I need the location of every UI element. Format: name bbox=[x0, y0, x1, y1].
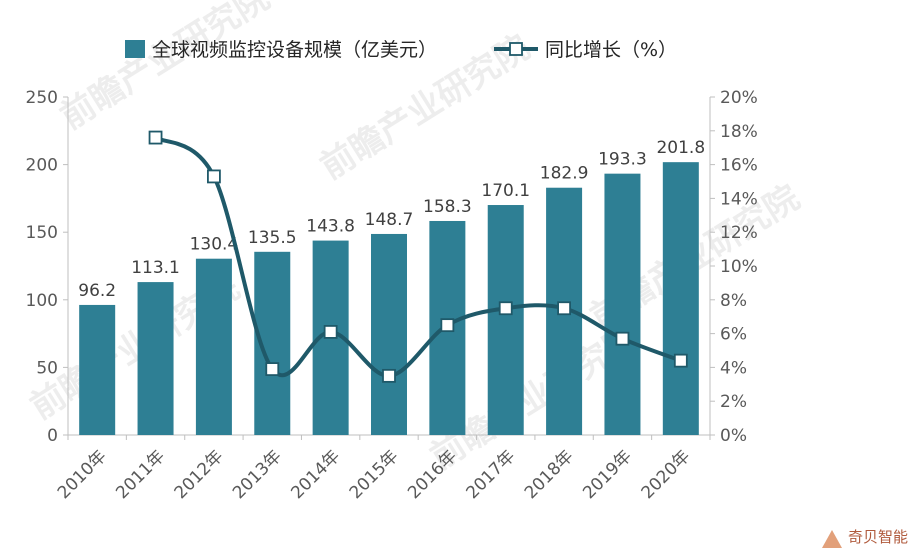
right-tick-label: 8% bbox=[720, 291, 747, 311]
left-tick-label: 200 bbox=[26, 156, 58, 176]
bar-data-label: 113.1 bbox=[131, 258, 180, 278]
bar bbox=[195, 258, 232, 435]
legend-line-label: 同比增长（%） bbox=[545, 39, 677, 61]
right-tick-label: 2% bbox=[720, 392, 747, 412]
growth-marker bbox=[265, 362, 280, 376]
bar-data-label: 148.7 bbox=[365, 210, 414, 230]
bar-data-label: 170.1 bbox=[481, 181, 530, 201]
bar bbox=[604, 173, 641, 436]
bar-data-label: 130.4 bbox=[190, 235, 239, 255]
growth-marker bbox=[557, 301, 571, 316]
bar bbox=[662, 162, 699, 436]
x-tick-label: 2019年 bbox=[579, 446, 636, 503]
bar bbox=[371, 233, 407, 435]
bar-data-label: 143.8 bbox=[306, 217, 355, 237]
bar-data-label: 158.3 bbox=[423, 197, 472, 217]
left-tick-label: 250 bbox=[26, 88, 58, 108]
bar-data-label: 135.5 bbox=[248, 228, 297, 248]
right-tick-label: 10% bbox=[720, 257, 758, 277]
x-tick-label: 2011年 bbox=[112, 446, 169, 503]
right-tick-label: 12% bbox=[720, 223, 758, 243]
legend-bar-label: 全球视频监控设备规模（亿美元） bbox=[152, 39, 437, 61]
growth-marker bbox=[673, 353, 688, 368]
bar bbox=[79, 304, 116, 435]
growth-marker bbox=[615, 331, 630, 346]
right-tick-label: 16% bbox=[720, 156, 758, 176]
growth-marker bbox=[148, 130, 163, 145]
growth-marker bbox=[382, 368, 396, 383]
bar-data-label: 193.3 bbox=[598, 150, 647, 170]
x-tick-label: 2013年 bbox=[229, 446, 286, 503]
legend-line-marker bbox=[509, 42, 523, 56]
left-tick-label: 150 bbox=[26, 223, 58, 243]
x-tick-label: 2018年 bbox=[521, 446, 578, 503]
legend-bar-swatch bbox=[125, 40, 145, 58]
bar-data-label: 96.2 bbox=[78, 281, 116, 301]
growth-marker bbox=[323, 325, 338, 339]
growth-marker bbox=[440, 318, 455, 333]
x-tick-label: 2020年 bbox=[638, 446, 695, 503]
left-tick-label: 0 bbox=[47, 426, 58, 446]
left-tick-label: 50 bbox=[36, 358, 58, 378]
brand-logo-icon bbox=[822, 530, 842, 548]
right-tick-label: 14% bbox=[720, 189, 758, 209]
brand-text: 奇贝智能 bbox=[848, 528, 908, 546]
bar bbox=[137, 282, 174, 435]
bar-data-label: 201.8 bbox=[656, 138, 705, 158]
right-tick-label: 4% bbox=[720, 358, 747, 378]
x-tick-label: 2015年 bbox=[346, 446, 403, 503]
growth-marker bbox=[498, 301, 513, 316]
right-tick-label: 0% bbox=[720, 426, 747, 446]
x-tick-label: 2012年 bbox=[171, 446, 228, 503]
bar bbox=[487, 205, 524, 435]
x-tick-label: 2010年 bbox=[54, 446, 111, 503]
x-tick-label: 2014年 bbox=[287, 446, 344, 503]
bar-data-label: 182.9 bbox=[540, 164, 589, 184]
growth-marker bbox=[207, 169, 221, 184]
left-tick-label: 100 bbox=[26, 291, 58, 311]
right-tick-label: 18% bbox=[720, 122, 758, 142]
right-tick-label: 6% bbox=[720, 325, 747, 345]
watermark-text: 前瞻产业研究院 bbox=[54, 0, 277, 138]
right-tick-label: 20% bbox=[720, 88, 758, 108]
